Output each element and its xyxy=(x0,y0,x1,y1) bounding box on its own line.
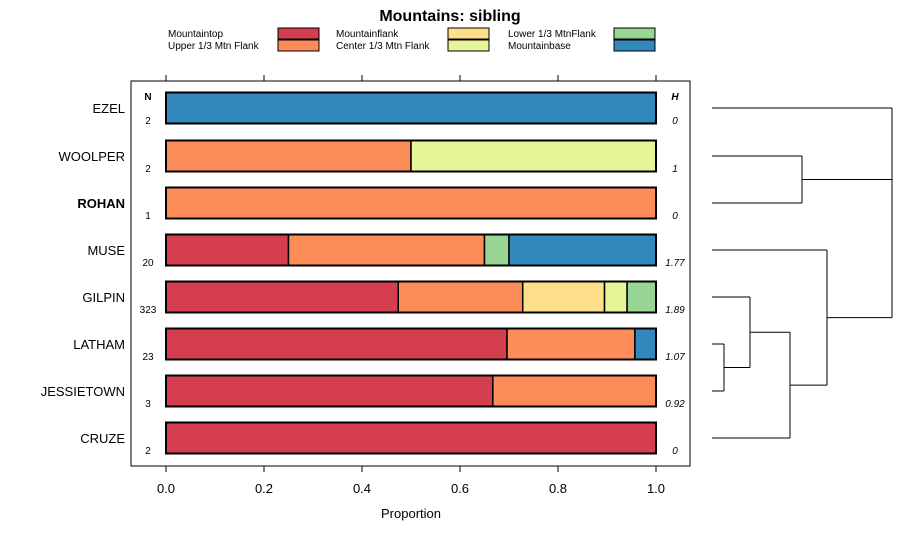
h-value: 0 xyxy=(672,211,678,222)
x-axis: 0.0 0.2 0.4 0.6 0.8 1.0 xyxy=(157,75,665,496)
legend-swatch xyxy=(277,39,320,52)
h-value: 1.07 xyxy=(665,352,685,363)
bar-segment xyxy=(634,327,657,361)
bar-segment xyxy=(165,280,400,314)
bar-segment xyxy=(165,139,412,173)
n-value: 23 xyxy=(142,352,154,363)
legend-label: Mountainflank xyxy=(336,29,399,40)
bar-segment xyxy=(165,233,290,267)
h-value: 1.89 xyxy=(665,305,685,316)
bar-outline xyxy=(165,186,657,220)
h-value: 1.77 xyxy=(665,258,685,269)
bar-outline xyxy=(165,233,657,267)
bar-segment xyxy=(506,327,636,361)
bar-segment xyxy=(165,421,657,455)
h-value: 0 xyxy=(672,116,678,127)
x-tick-label: 0.8 xyxy=(549,481,567,496)
h-column-header: H xyxy=(671,92,679,103)
bar-segment xyxy=(165,327,508,361)
h-value: 0.92 xyxy=(665,399,685,410)
row-label: EZEL xyxy=(92,101,125,116)
n-value: 2 xyxy=(145,116,151,127)
bar-segment xyxy=(165,374,494,408)
bar-segment xyxy=(165,186,657,220)
bar-segment xyxy=(521,280,606,314)
row-label: CRUZE xyxy=(80,431,125,446)
n-value: 2 xyxy=(145,446,151,457)
legend-swatch xyxy=(613,39,656,52)
bar-segment xyxy=(492,374,657,408)
n-value: 323 xyxy=(140,305,157,316)
legend-swatch xyxy=(613,27,656,40)
row-label: GILPIN xyxy=(82,290,125,305)
legend-swatch xyxy=(447,39,490,52)
x-tick-label: 0.6 xyxy=(451,481,469,496)
chart-title: Mountains: sibling xyxy=(379,8,520,25)
bar-segment xyxy=(397,280,524,314)
n-value: 3 xyxy=(145,399,151,410)
bar-segment xyxy=(626,280,657,314)
bar-outline xyxy=(165,327,657,361)
legend-label: Center 1/3 Mtn Flank xyxy=(336,41,430,52)
bar-segment xyxy=(287,233,486,267)
row-label: ROHAN xyxy=(77,196,125,211)
bar-outline xyxy=(165,374,657,408)
legend-label: Mountainbase xyxy=(508,41,571,52)
h-value: 1 xyxy=(672,164,678,175)
n-column-header: N xyxy=(144,92,151,103)
plot-frame xyxy=(130,80,691,467)
x-tick-label: 0.0 xyxy=(157,481,175,496)
bar-outline xyxy=(165,139,657,173)
bar-segment xyxy=(410,139,657,173)
x-tick-label: 1.0 xyxy=(647,481,665,496)
n-value: 20 xyxy=(142,258,154,269)
row-label: JESSIETOWN xyxy=(41,384,125,399)
n-value: 1 xyxy=(145,211,151,222)
bar-area xyxy=(165,91,657,455)
bar-outline xyxy=(165,91,657,125)
x-tick-label: 0.4 xyxy=(353,481,371,496)
bar-outline xyxy=(165,280,657,314)
bar-segment xyxy=(603,280,628,314)
bar-segment xyxy=(508,233,657,267)
x-axis-title: Proportion xyxy=(381,506,441,521)
bar-segment xyxy=(483,233,510,267)
legend-label: Lower 1/3 MtnFlank xyxy=(508,29,597,40)
bar-outline xyxy=(165,421,657,455)
row-label: WOOLPER xyxy=(59,149,125,164)
row-label: MUSE xyxy=(87,243,125,258)
dendrogram xyxy=(712,107,893,439)
legend-label: Upper 1/3 Mtn Flank xyxy=(168,41,260,52)
n-value: 2 xyxy=(145,164,151,175)
h-value: 0 xyxy=(672,446,678,457)
x-tick-label: 0.2 xyxy=(255,481,273,496)
row-label: LATHAM xyxy=(73,337,125,352)
legend-swatch xyxy=(277,27,320,40)
legend-swatch xyxy=(447,27,490,40)
bar-segment xyxy=(165,91,657,125)
legend-label: Mountaintop xyxy=(168,29,223,40)
